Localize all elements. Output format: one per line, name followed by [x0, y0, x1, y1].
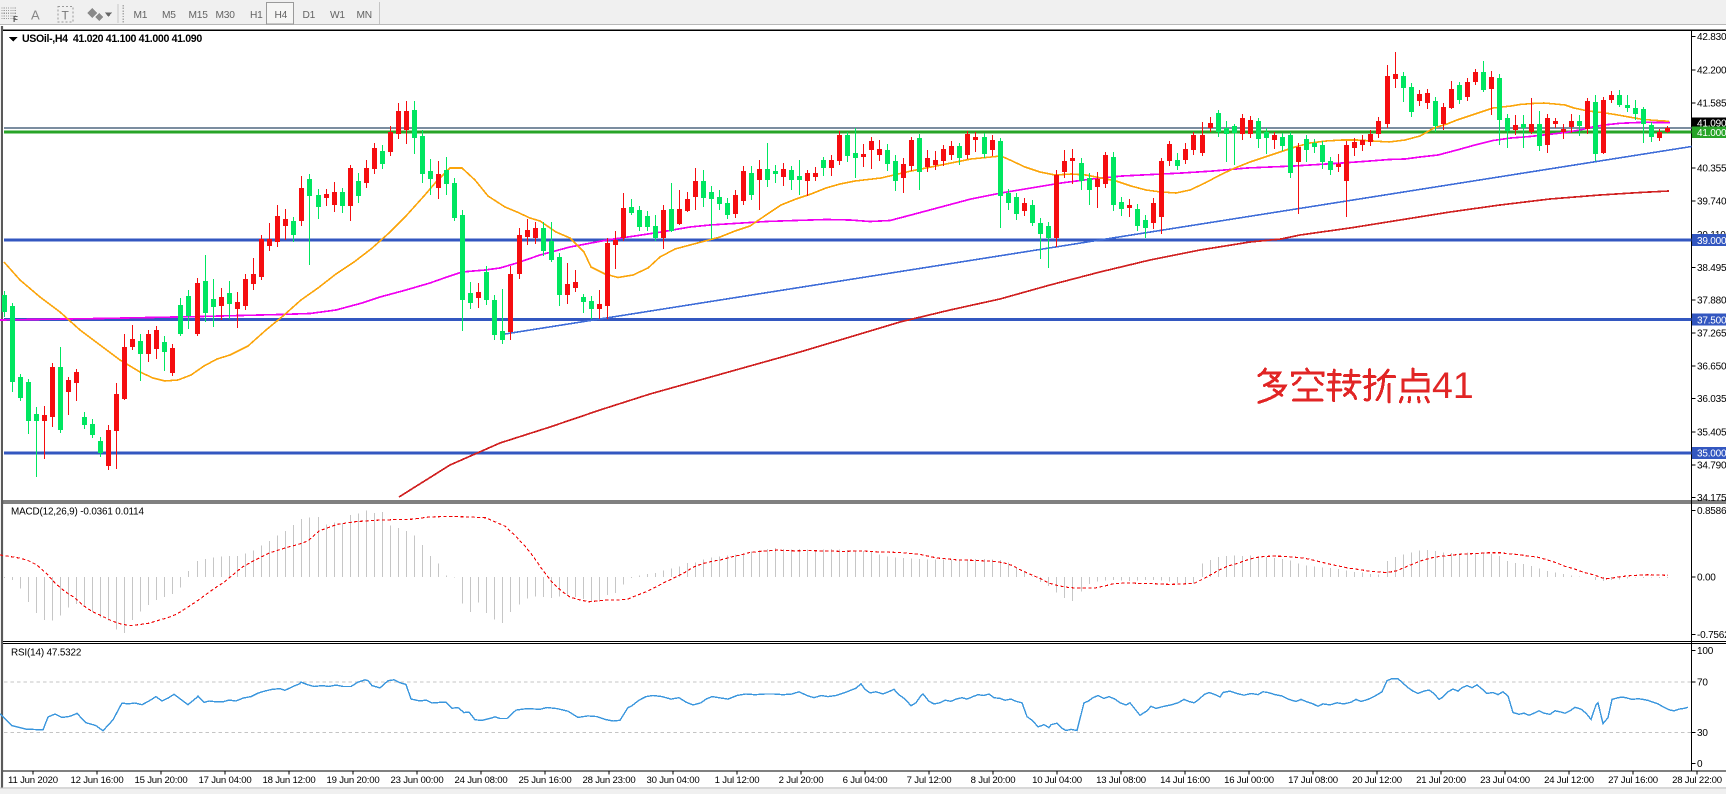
svg-text:1 Jul 12:00: 1 Jul 12:00 — [715, 775, 760, 786]
svg-text:41: 41 — [1432, 364, 1474, 406]
svg-text:39.000: 39.000 — [1697, 236, 1726, 247]
svg-text:16 Jul 00:00: 16 Jul 00:00 — [1224, 775, 1274, 786]
svg-text:23 Jun 00:00: 23 Jun 00:00 — [390, 775, 443, 786]
svg-text:28 Jul 22:00: 28 Jul 22:00 — [1672, 775, 1722, 786]
svg-text:0.8586: 0.8586 — [1697, 506, 1726, 517]
svg-text:36.035: 36.035 — [1697, 394, 1726, 405]
svg-text:H1: H1 — [250, 10, 263, 21]
svg-text:D1: D1 — [303, 10, 316, 21]
svg-text:0: 0 — [1697, 759, 1703, 770]
svg-text:23 Jul 04:00: 23 Jul 04:00 — [1480, 775, 1530, 786]
svg-text:T: T — [62, 9, 70, 23]
svg-text:14 Jul 16:00: 14 Jul 16:00 — [1160, 775, 1210, 786]
svg-text:6 Jul 04:00: 6 Jul 04:00 — [843, 775, 888, 786]
svg-text:41.000: 41.000 — [1697, 128, 1726, 139]
svg-text:M5: M5 — [162, 10, 176, 21]
svg-text:24 Jul 12:00: 24 Jul 12:00 — [1544, 775, 1594, 786]
svg-text:34.790: 34.790 — [1697, 461, 1726, 472]
svg-text:36.650: 36.650 — [1697, 362, 1726, 373]
svg-text:17 Jun 04:00: 17 Jun 04:00 — [198, 775, 251, 786]
svg-text:18 Jun 12:00: 18 Jun 12:00 — [262, 775, 315, 786]
svg-text:10 Jul 04:00: 10 Jul 04:00 — [1032, 775, 1082, 786]
svg-text:34.175: 34.175 — [1697, 493, 1726, 504]
svg-text:40.355: 40.355 — [1697, 164, 1726, 175]
svg-text:37.880: 37.880 — [1697, 296, 1726, 307]
svg-text:2 Jul 20:00: 2 Jul 20:00 — [779, 775, 824, 786]
svg-text:39.740: 39.740 — [1697, 197, 1726, 208]
svg-text:7 Jul 12:00: 7 Jul 12:00 — [907, 775, 952, 786]
svg-text:42.200: 42.200 — [1697, 66, 1726, 77]
svg-text:13 Jul 08:00: 13 Jul 08:00 — [1096, 775, 1146, 786]
svg-text:35.405: 35.405 — [1697, 428, 1726, 439]
svg-text:38.495: 38.495 — [1697, 263, 1726, 274]
svg-text:MN: MN — [357, 10, 372, 21]
svg-text:35.000: 35.000 — [1697, 449, 1726, 460]
svg-text:M30: M30 — [216, 10, 236, 21]
svg-text:100: 100 — [1697, 646, 1714, 657]
svg-text:RSI(14) 47.5322: RSI(14) 47.5322 — [11, 648, 81, 659]
svg-text:H4: H4 — [275, 10, 288, 21]
svg-text:28 Jun 23:00: 28 Jun 23:00 — [582, 775, 635, 786]
svg-text:37.500: 37.500 — [1697, 315, 1726, 326]
svg-text:30: 30 — [1697, 728, 1708, 739]
svg-text:M15: M15 — [189, 10, 209, 21]
svg-text:8 Jul 20:00: 8 Jul 20:00 — [971, 775, 1016, 786]
svg-text:42.830: 42.830 — [1697, 32, 1726, 43]
svg-text:MACD(12,26,9) -0.0361 0.0114: MACD(12,26,9) -0.0361 0.0114 — [11, 507, 145, 518]
svg-text:W1: W1 — [330, 10, 345, 21]
svg-text:A: A — [31, 8, 40, 23]
svg-text:37.265: 37.265 — [1697, 329, 1726, 340]
svg-text:24 Jun 08:00: 24 Jun 08:00 — [454, 775, 507, 786]
svg-text:17 Jul 08:00: 17 Jul 08:00 — [1288, 775, 1338, 786]
svg-text:30 Jun 04:00: 30 Jun 04:00 — [646, 775, 699, 786]
svg-text:12 Jun 16:00: 12 Jun 16:00 — [70, 775, 123, 786]
svg-text:0.00: 0.00 — [1697, 573, 1716, 584]
svg-text:F: F — [13, 15, 18, 24]
svg-text:27 Jul 16:00: 27 Jul 16:00 — [1608, 775, 1658, 786]
svg-text:41.585: 41.585 — [1697, 99, 1726, 110]
svg-text:15 Jun 20:00: 15 Jun 20:00 — [134, 775, 187, 786]
svg-text:70: 70 — [1697, 678, 1708, 689]
svg-text:41.090: 41.090 — [1697, 118, 1726, 129]
svg-text:11 Jun 2020: 11 Jun 2020 — [8, 775, 58, 786]
svg-text:19 Jun 20:00: 19 Jun 20:00 — [326, 775, 379, 786]
svg-text:25 Jun 16:00: 25 Jun 16:00 — [518, 775, 571, 786]
svg-text:20 Jul 12:00: 20 Jul 12:00 — [1352, 775, 1402, 786]
svg-text:USOil-,H4 41.020 41.100 41.00: USOil-,H4 41.020 41.100 41.000 41.090 — [22, 33, 202, 45]
svg-text:21 Jul 20:00: 21 Jul 20:00 — [1416, 775, 1466, 786]
svg-text:M1: M1 — [134, 10, 148, 21]
svg-text:-0.7562: -0.7562 — [1697, 630, 1726, 641]
